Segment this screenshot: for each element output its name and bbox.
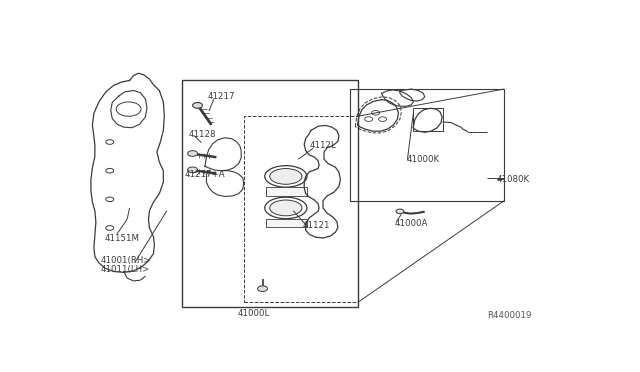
- Text: 41128: 41128: [188, 130, 216, 139]
- Text: 4112L: 4112L: [309, 141, 336, 150]
- Text: 41121: 41121: [302, 221, 330, 230]
- Text: 41217: 41217: [208, 92, 236, 101]
- Circle shape: [257, 286, 268, 292]
- Circle shape: [396, 209, 404, 214]
- Text: 41000K: 41000K: [406, 155, 440, 164]
- Bar: [350, 89, 504, 201]
- Circle shape: [193, 103, 202, 108]
- Bar: [266, 219, 307, 227]
- Text: 41151M: 41151M: [105, 234, 140, 243]
- Bar: [182, 80, 358, 307]
- Bar: [244, 116, 358, 302]
- Bar: [413, 108, 443, 131]
- Text: 41217+A: 41217+A: [184, 170, 225, 179]
- Text: 41080K: 41080K: [497, 175, 530, 185]
- Circle shape: [188, 167, 198, 173]
- Text: R4400019: R4400019: [486, 311, 531, 320]
- Text: 41000L: 41000L: [237, 310, 269, 318]
- Text: 41011(LH>: 41011(LH>: [101, 265, 150, 274]
- Circle shape: [188, 151, 198, 156]
- Ellipse shape: [269, 200, 302, 216]
- Text: 41000A: 41000A: [394, 219, 428, 228]
- Ellipse shape: [269, 169, 302, 184]
- Text: 41001(RH>: 41001(RH>: [101, 256, 151, 264]
- Bar: [266, 187, 307, 196]
